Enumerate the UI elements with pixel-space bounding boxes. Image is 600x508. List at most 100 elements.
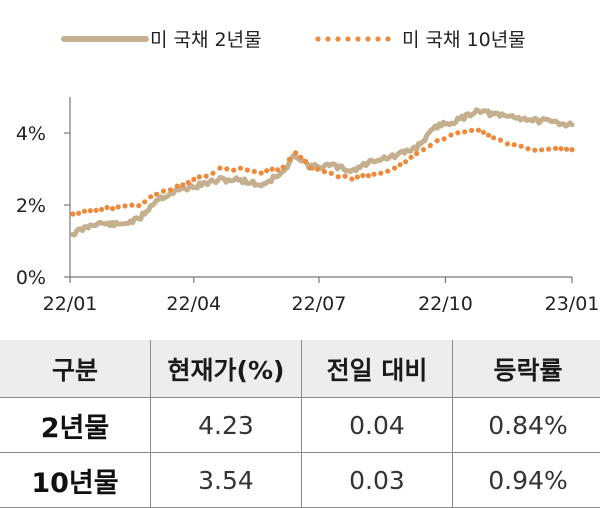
legend-dot xyxy=(335,36,340,41)
series-point-10y xyxy=(154,192,159,197)
legend-swatch-10y xyxy=(315,36,390,41)
series-point-10y xyxy=(105,205,110,210)
series-point-10y xyxy=(378,171,383,176)
series-point-10y xyxy=(486,133,491,138)
series-point-10y xyxy=(539,147,544,152)
series-point-10y xyxy=(76,211,81,216)
series-point-10y xyxy=(421,147,426,152)
series-point-10y xyxy=(287,157,292,162)
legend: 미 국채 2년물 미 국채 10년물 xyxy=(64,29,526,51)
y-tick-label: 2% xyxy=(16,195,46,217)
series-point-10y xyxy=(558,146,563,151)
table-row: 2년물 4.23 0.04 0.84% xyxy=(0,398,600,453)
legend-dot xyxy=(375,36,380,41)
series-point-10y xyxy=(259,170,264,175)
series-point-10y xyxy=(428,143,433,148)
series-point-10y xyxy=(414,151,419,156)
cell-current: 3.54 xyxy=(151,453,302,508)
series-point-10y xyxy=(435,138,440,143)
legend-dot xyxy=(365,36,370,41)
series-line-10y xyxy=(70,128,574,217)
y-tick-label: 4% xyxy=(16,123,46,145)
legend-dot xyxy=(355,36,360,41)
series-point-10y xyxy=(366,173,371,178)
series-point-10y xyxy=(462,129,467,134)
series-point-10y xyxy=(455,130,460,135)
series-point-10y xyxy=(329,171,334,176)
y-axis-ticks: 0% 2% 4% xyxy=(16,123,70,289)
series-point-10y xyxy=(398,162,403,167)
series-point-10y xyxy=(448,132,453,137)
series-point-10y xyxy=(498,138,503,143)
x-tick-label: 23/01 xyxy=(545,293,600,315)
series-point-10y xyxy=(336,174,341,179)
series-point-10y xyxy=(293,150,298,155)
series-point-10y xyxy=(264,168,269,173)
series-point-10y xyxy=(322,169,327,174)
series-point-10y xyxy=(231,168,236,173)
series-point-10y xyxy=(349,176,354,181)
y-tick-label: 0% xyxy=(16,267,46,289)
series-point-10y xyxy=(99,207,104,212)
legend-label-10y: 미 국채 10년물 xyxy=(402,29,526,51)
series-point-10y xyxy=(564,147,569,152)
series-point-10y xyxy=(512,142,517,147)
series-point-10y xyxy=(70,211,75,216)
legend-dot xyxy=(385,36,390,41)
header-current: 현재가(%) xyxy=(151,340,302,398)
table-header-row: 구분 현재가(%) 전일 대비 등락률 xyxy=(0,340,600,398)
series-point-10y xyxy=(217,166,222,171)
series-point-10y xyxy=(204,174,209,179)
series-point-10y xyxy=(371,172,376,177)
x-tick-label: 22/10 xyxy=(418,293,473,315)
series-point-10y xyxy=(546,147,551,152)
series-point-10y xyxy=(168,187,173,192)
series-point-10y xyxy=(469,128,474,133)
series-point-10y xyxy=(122,203,127,208)
series-point-10y xyxy=(308,165,313,170)
series-point-10y xyxy=(270,167,275,172)
series-point-10y xyxy=(442,136,447,141)
series-point-10y xyxy=(110,206,115,211)
series-point-10y xyxy=(519,144,524,149)
legend-dot xyxy=(315,36,320,41)
series-point-10y xyxy=(505,141,510,146)
series-point-10y xyxy=(116,204,121,209)
series-point-10y xyxy=(298,155,303,160)
series-point-10y xyxy=(403,159,408,164)
series-point-10y xyxy=(409,155,414,160)
header-category: 구분 xyxy=(0,340,151,398)
series-point-10y xyxy=(385,169,390,174)
cell-current: 4.23 xyxy=(151,398,302,453)
row-label: 10년물 xyxy=(0,453,151,508)
legend-label-2y: 미 국채 2년물 xyxy=(150,29,262,51)
row-label: 2년물 xyxy=(0,398,151,453)
series-point-10y xyxy=(569,147,574,152)
series-point-10y xyxy=(525,146,530,151)
series-point-10y xyxy=(245,167,250,172)
legend-dot xyxy=(345,36,350,41)
series-point-10y xyxy=(180,182,185,187)
series-point-10y xyxy=(392,166,397,171)
header-change: 전일 대비 xyxy=(302,340,453,398)
series-point-10y xyxy=(175,184,180,189)
series-point-10y xyxy=(191,177,196,182)
x-tick-label: 22/01 xyxy=(43,293,98,315)
series-point-10y xyxy=(142,199,147,204)
series-point-10y xyxy=(136,203,141,208)
series-point-10y xyxy=(82,209,87,214)
cell-rate: 0.84% xyxy=(453,398,600,453)
series-point-10y xyxy=(360,173,365,178)
series-point-10y xyxy=(148,194,153,199)
series-point-10y xyxy=(88,208,93,213)
series-point-10y xyxy=(210,171,215,176)
series-point-10y xyxy=(343,174,348,179)
cell-change: 0.03 xyxy=(302,453,453,508)
series-point-10y xyxy=(275,167,280,172)
series-point-10y xyxy=(94,208,99,213)
series-point-10y xyxy=(481,130,486,135)
yield-table: 구분 현재가(%) 전일 대비 등락률 2년물 4.23 0.04 0.84% … xyxy=(0,340,600,508)
x-tick-label: 22/07 xyxy=(292,293,347,315)
